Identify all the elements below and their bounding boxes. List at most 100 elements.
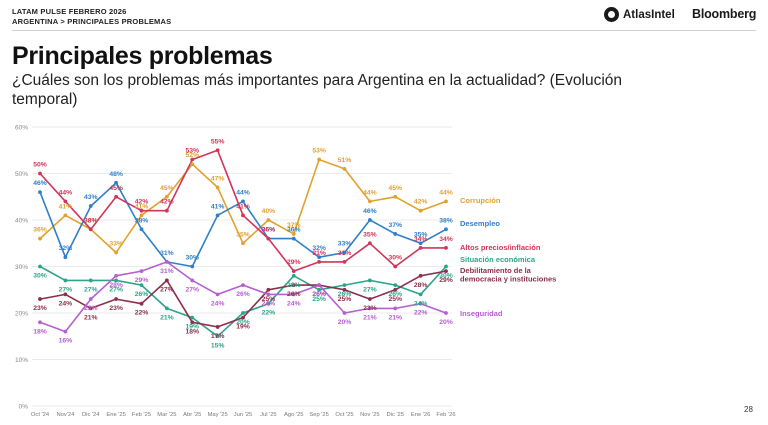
data-label: 22%: [262, 310, 276, 317]
data-label: 35%: [363, 231, 377, 238]
data-label: 37%: [287, 222, 301, 229]
data-point: [444, 264, 448, 269]
x-tick-label: Dic '24: [82, 412, 100, 418]
data-label: 24%: [414, 300, 428, 307]
data-point: [88, 227, 93, 232]
data-point: [190, 264, 195, 269]
breadcrumb: ARGENTINA > PRINCIPALES PROBLEMAS: [12, 17, 172, 26]
page-number: 28: [744, 405, 753, 414]
data-label: 52%: [185, 152, 199, 159]
x-tick-label: Oct '25: [335, 412, 353, 418]
data-point: [38, 320, 42, 325]
x-tick-label: Nov'24: [56, 412, 75, 418]
data-label: 42%: [414, 199, 428, 206]
page-title: Principales problemas: [12, 42, 273, 70]
data-label: 29%: [439, 277, 453, 284]
x-tick-label: Feb '25: [132, 412, 151, 418]
data-label: 53%: [312, 148, 326, 155]
y-tick-label: 30%: [15, 264, 28, 271]
data-point: [114, 278, 119, 283]
x-tick-label: Oct '24: [31, 412, 50, 418]
data-point: [241, 311, 245, 315]
data-label: 24%: [59, 300, 73, 307]
y-tick-label: 40%: [15, 218, 28, 225]
series-points: [38, 148, 448, 339]
data-label: 23%: [363, 305, 377, 312]
data-point: [88, 306, 93, 311]
data-point: [139, 208, 144, 213]
data-point: [38, 236, 42, 241]
data-label: 34%: [439, 236, 453, 243]
data-point: [266, 301, 271, 306]
data-point: [190, 162, 195, 167]
data-label: 42%: [160, 199, 174, 206]
data-point: [317, 259, 322, 264]
data-point: [393, 232, 398, 236]
data-label: 32%: [59, 245, 73, 252]
data-point: [114, 297, 119, 301]
data-label: 17%: [211, 333, 225, 340]
data-label: 44%: [59, 189, 73, 196]
data-label: 47%: [211, 175, 225, 182]
data-label: 19%: [185, 324, 199, 331]
y-tick-label: 50%: [15, 171, 28, 178]
data-label: 38%: [84, 217, 98, 224]
data-label: 25%: [262, 296, 276, 303]
data-point: [241, 213, 245, 218]
data-label: 45%: [160, 185, 174, 192]
data-point: [367, 218, 372, 222]
data-label: 16%: [59, 338, 73, 345]
header-divider: [12, 30, 756, 31]
data-label: 41%: [211, 203, 225, 210]
data-point: [418, 208, 423, 213]
legend-entry: Situación económica: [460, 255, 536, 264]
data-point: [63, 255, 68, 260]
data-point: [164, 208, 169, 213]
legend-entry: Altos precios/inflación: [460, 243, 541, 252]
data-point: [164, 259, 169, 264]
data-label: 27%: [160, 286, 174, 293]
data-point: [139, 301, 144, 306]
data-point: [418, 292, 423, 297]
data-label: 44%: [439, 189, 453, 196]
data-label: 33%: [338, 241, 352, 248]
data-point: [88, 297, 93, 301]
data-label: 27%: [59, 286, 73, 293]
x-tick-label: Feb '26: [436, 412, 455, 418]
data-point: [266, 287, 271, 292]
data-point: [215, 334, 220, 339]
data-label: 28%: [414, 282, 428, 289]
data-label: 26%: [312, 291, 326, 298]
data-label: 36%: [287, 227, 301, 234]
report-title: LATAM PULSE FEBRERO 2026: [12, 7, 127, 16]
data-point: [215, 325, 220, 329]
data-label: 48%: [109, 171, 123, 178]
data-label: 36%: [262, 227, 276, 234]
data-label: 31%: [312, 250, 326, 257]
data-point: [444, 269, 448, 274]
data-point: [63, 278, 68, 283]
x-tick-label: Abr '25: [183, 412, 201, 418]
bloomberg-logo: Bloomberg: [692, 7, 757, 21]
legend-entry: Debilitamiento de la democracia y institu…: [460, 266, 556, 284]
x-axis: Oct '24 Nov'24 Dic '24 Ene '25 Feb '25 Mar '2…: [31, 412, 456, 418]
y-tick-label: 10%: [15, 357, 28, 364]
data-label: 51%: [338, 157, 352, 164]
data-point: [393, 194, 398, 199]
data-point: [266, 218, 271, 222]
data-point: [63, 213, 68, 218]
page-subtitle: ¿Cuáles son los problemas más importante…: [12, 72, 623, 108]
data-point: [367, 278, 372, 283]
data-label: 21%: [160, 314, 174, 321]
x-tick-label: Ago '25: [284, 412, 303, 418]
data-label: 28%: [109, 282, 123, 289]
data-label: 46%: [363, 208, 377, 215]
data-point: [88, 278, 93, 283]
data-point: [444, 311, 448, 315]
data-label: 31%: [160, 268, 174, 275]
data-label: 28%: [287, 282, 301, 289]
series-line: [39, 149, 446, 272]
data-label: 22%: [135, 310, 149, 317]
data-point: [139, 227, 144, 232]
